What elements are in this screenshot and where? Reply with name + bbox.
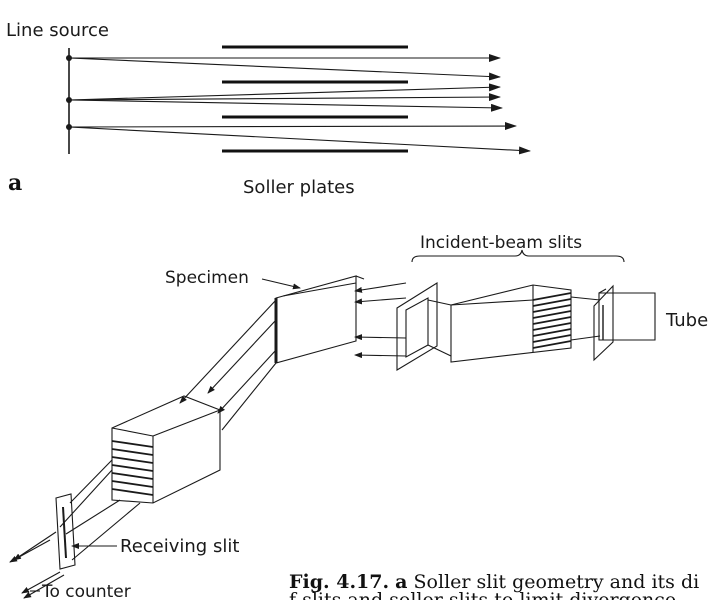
divergence-slit (593, 284, 614, 362)
incident-soller-box (450, 284, 572, 363)
receiving-slit: Receiving slit (55, 493, 239, 570)
specimen-label: Specimen (165, 268, 249, 288)
diffracted-rays (179, 299, 277, 431)
counter-rays (9, 531, 65, 599)
soller-plates-label: Soller plates (243, 177, 355, 198)
panel-b: Incident-beam slits Tube (9, 233, 708, 600)
soller-plates (222, 45, 408, 153)
caption-line-2: f slits and soller slits to limit diverg… (289, 589, 677, 600)
panel-a-letter: a (8, 170, 22, 196)
caption-line-1: Soller slit geometry and its di (413, 571, 700, 593)
to-counter-label: To counter (41, 582, 131, 600)
figure-number: Fig. 4.17. (289, 571, 390, 593)
receiving-slit-label: Receiving slit (120, 536, 239, 557)
figure-caption: Fig. 4.17. a Soller slit geometry and it… (289, 570, 726, 600)
panel-a: Line source a Soller plates (6, 20, 531, 198)
incident-rays (354, 282, 407, 359)
incident-beam-brace (411, 249, 625, 263)
x-ray-tube: Tube (598, 288, 708, 341)
receiving-soller-box (111, 395, 221, 504)
tube-label: Tube (665, 310, 708, 331)
caption-panel-ref: a (395, 571, 408, 593)
incident-beam-label: Incident-beam slits (420, 233, 582, 253)
x-ray-paths (68, 54, 531, 155)
specimen: Specimen (165, 268, 365, 364)
line-source-label: Line source (6, 20, 109, 41)
incident-slit (396, 282, 438, 371)
